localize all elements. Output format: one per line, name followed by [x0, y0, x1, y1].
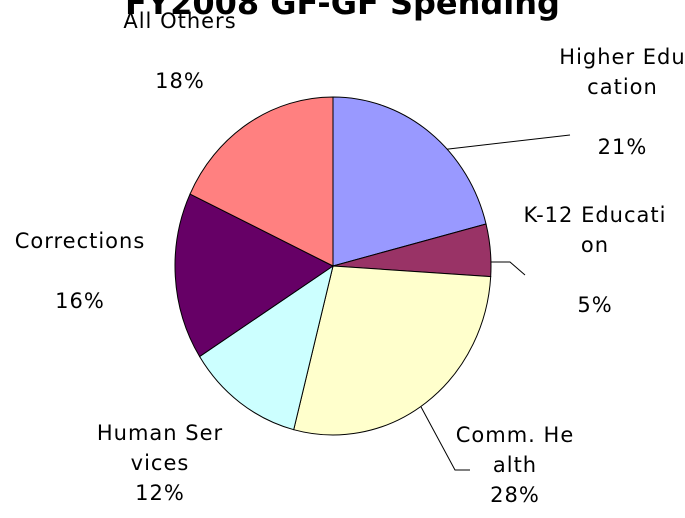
slice-label: Higher Education	[559, 45, 685, 99]
slice-label: Human Services	[96, 421, 224, 475]
pie-slice	[293, 265, 492, 436]
slice-value-label: 5%	[577, 293, 613, 317]
slice-value-label: 16%	[55, 289, 105, 313]
slice-label: All Others	[123, 9, 237, 33]
chart-title: FY2008 GF-GF Spending	[125, 0, 560, 22]
slice-label: Corrections	[14, 229, 146, 253]
slice-value-label: 12%	[135, 481, 185, 505]
slice-label: K-12 Education	[523, 203, 667, 257]
leader-line	[419, 404, 470, 471]
leader-line	[439, 134, 571, 151]
leader-line	[491, 261, 526, 276]
slice-value-label: 28%	[490, 483, 540, 507]
pie-slice	[189, 96, 334, 267]
pie-slice	[198, 264, 334, 431]
slice-label: Comm. Health	[455, 423, 575, 477]
pie-slice	[174, 193, 334, 358]
slice-value-label: 21%	[597, 135, 648, 159]
pie-slice	[332, 96, 487, 267]
slice-value-label: 18%	[155, 69, 205, 93]
